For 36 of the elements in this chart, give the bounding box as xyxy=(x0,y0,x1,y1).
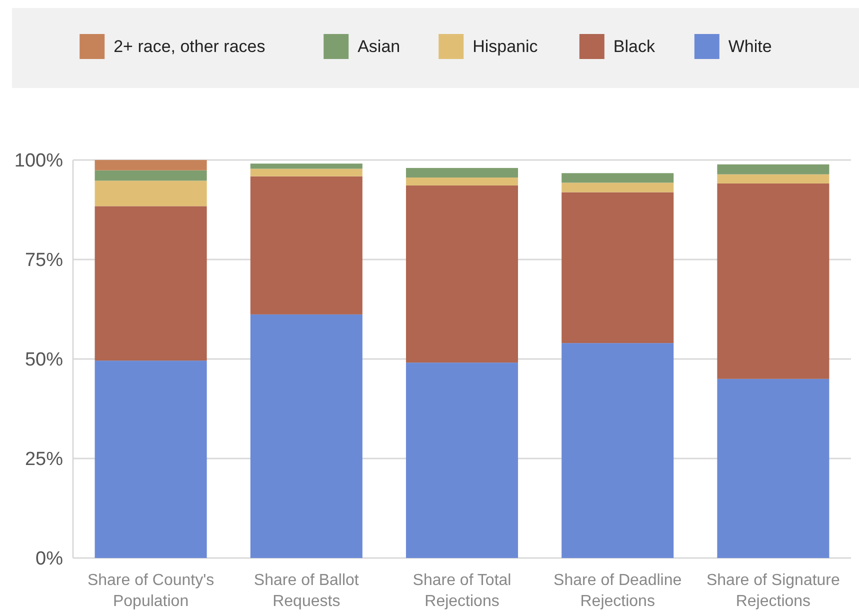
bar xyxy=(250,168,362,176)
bar xyxy=(406,362,518,558)
bar xyxy=(406,185,518,363)
bar xyxy=(562,173,674,183)
bar xyxy=(562,182,674,192)
bar xyxy=(562,343,674,558)
x-tick-label: Share of County's Population xyxy=(87,572,214,610)
bar xyxy=(94,160,207,170)
legend-label: Hispanic xyxy=(472,37,538,56)
bar xyxy=(94,360,207,558)
bar xyxy=(562,192,674,344)
bar xyxy=(250,164,362,169)
bar xyxy=(717,174,830,184)
bar xyxy=(717,164,830,174)
y-tick-label: 25% xyxy=(24,449,64,470)
x-tick-label: Share of Total Rejections xyxy=(412,572,512,610)
x-tick-label: Share of Signature Rejections xyxy=(706,572,840,610)
y-tick-label: 50% xyxy=(24,350,64,371)
y-tick-label: 75% xyxy=(24,250,64,272)
legend-label: Asian xyxy=(358,37,400,56)
bar xyxy=(717,378,830,558)
bar xyxy=(250,314,362,558)
bar xyxy=(250,176,362,314)
y-tick-label: 100% xyxy=(14,150,64,172)
bar xyxy=(406,168,518,178)
legend-label: White xyxy=(728,37,772,56)
bar xyxy=(94,170,207,181)
bar xyxy=(94,180,207,206)
bar xyxy=(717,183,830,379)
x-tick-label: Share of Deadline Rejections xyxy=(554,572,682,610)
legend-label: Black xyxy=(613,37,656,56)
y-tick-label: 0% xyxy=(36,548,64,570)
x-tick-label: Share of Ballot Requests xyxy=(254,572,360,610)
legend-label: 2+ race, other races xyxy=(114,37,266,56)
bar xyxy=(406,178,518,186)
bar xyxy=(94,206,207,361)
